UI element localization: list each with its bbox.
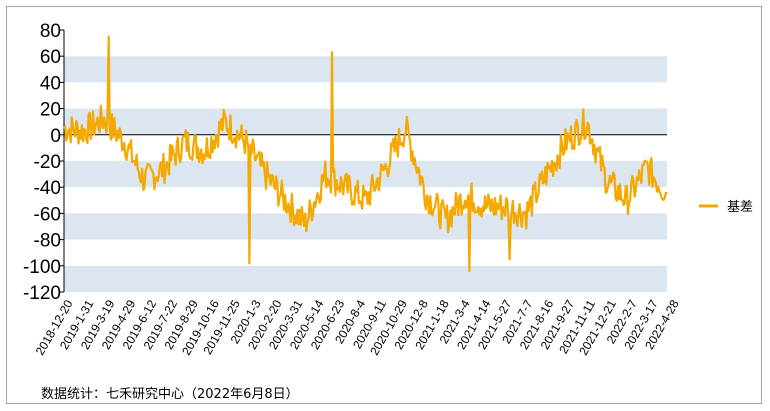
grid-band [64,56,667,83]
y-tick-label: -120 [23,283,61,304]
chart-frame: 80 60 40 20 0 -20 -40 -60 -80 -100 -120 2018-12-20… [6,6,762,404]
y-tick-label: -80 [34,231,61,252]
x-axis: 2018-12-202019-1-312019-3-192019-4-29201… [33,297,682,357]
y-tick-label: -100 [23,257,61,278]
legend-label-basis: 基差 [727,200,753,215]
basis-line-chart: 80 60 40 20 0 -20 -40 -60 -80 -100 -120 2018-12-20… [23,21,753,358]
legend: 基差 [699,200,753,215]
y-tick-label: -20 [34,152,61,173]
band-layer [64,56,667,292]
series-line-basis [63,35,668,273]
y-tick-label: -40 [34,178,61,199]
source-note: 数据统计：七禾研究中心（2022年6月8日） [41,387,299,402]
y-tick-label: 80 [40,21,61,42]
y-tick-label: 20 [40,100,61,121]
y-tick-label: 60 [40,47,61,68]
y-tick-label: -60 [34,204,61,225]
y-tick-label: 40 [40,73,61,94]
grid-band [64,265,667,292]
grid-band [64,213,667,240]
y-tick-label: 0 [50,126,61,147]
series-layer [63,35,668,273]
